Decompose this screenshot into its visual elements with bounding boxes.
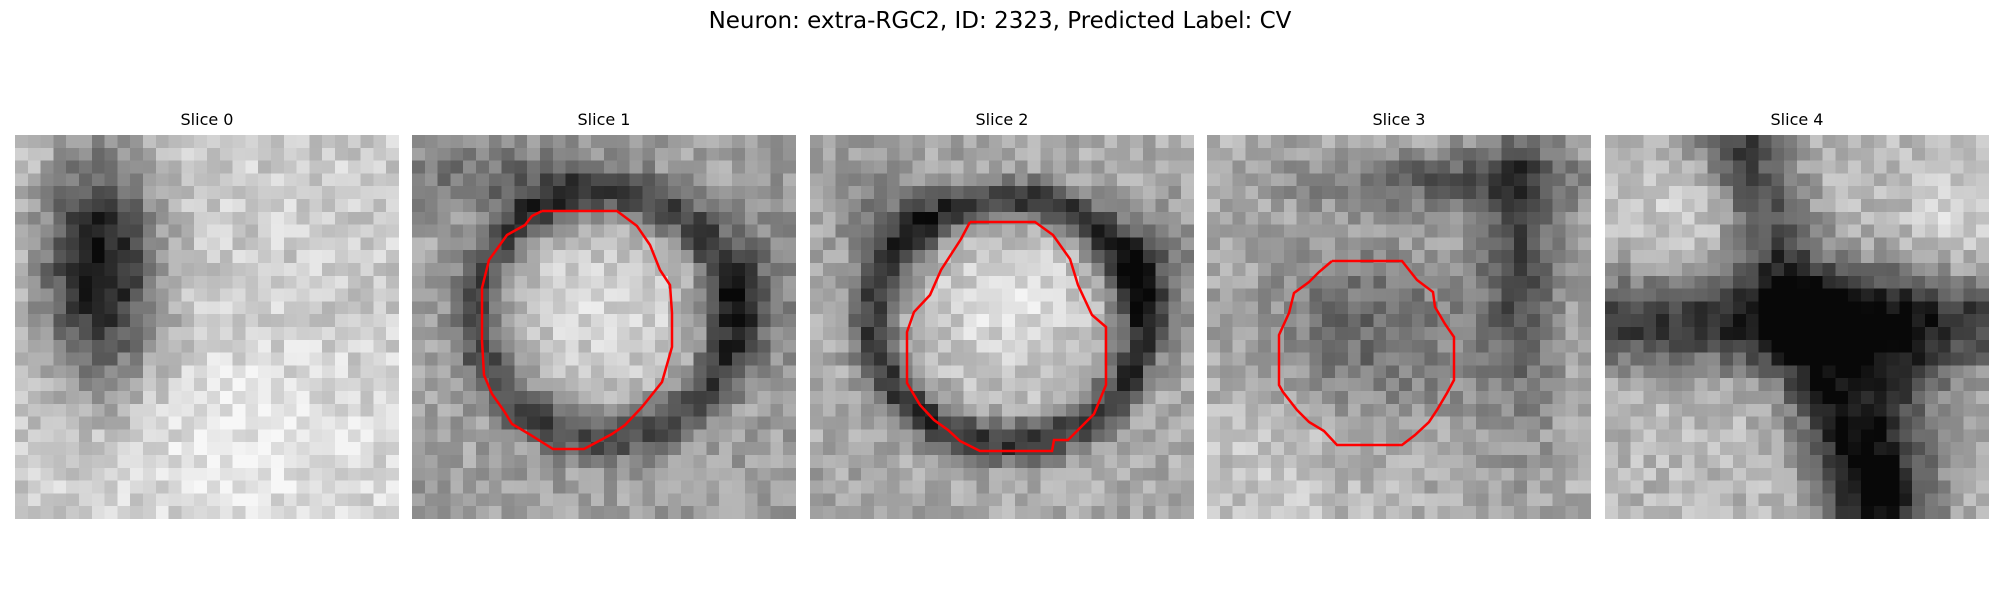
slice-image [412,135,796,519]
slice-image [1605,135,1989,519]
slice-panel-1: Slice 1 [412,108,796,519]
slice-title: Slice 1 [577,110,631,129]
slice-panel-0: Slice 0 [15,108,399,519]
slice-title: Slice 3 [1372,110,1426,129]
slice-panel-4: Slice 4 [1605,108,1989,519]
slice-image [1207,135,1591,519]
slice-title: Slice 4 [1770,110,1824,129]
figure-title: Neuron: extra-RGC2, ID: 2323, Predicted … [708,8,1292,34]
slice-title: Slice 0 [180,110,234,129]
slice-panel-3: Slice 3 [1207,108,1591,519]
slice-panel-2: Slice 2 [810,108,1194,519]
slice-image [15,135,399,519]
slice-title: Slice 2 [975,110,1029,129]
slice-image [810,135,1194,519]
